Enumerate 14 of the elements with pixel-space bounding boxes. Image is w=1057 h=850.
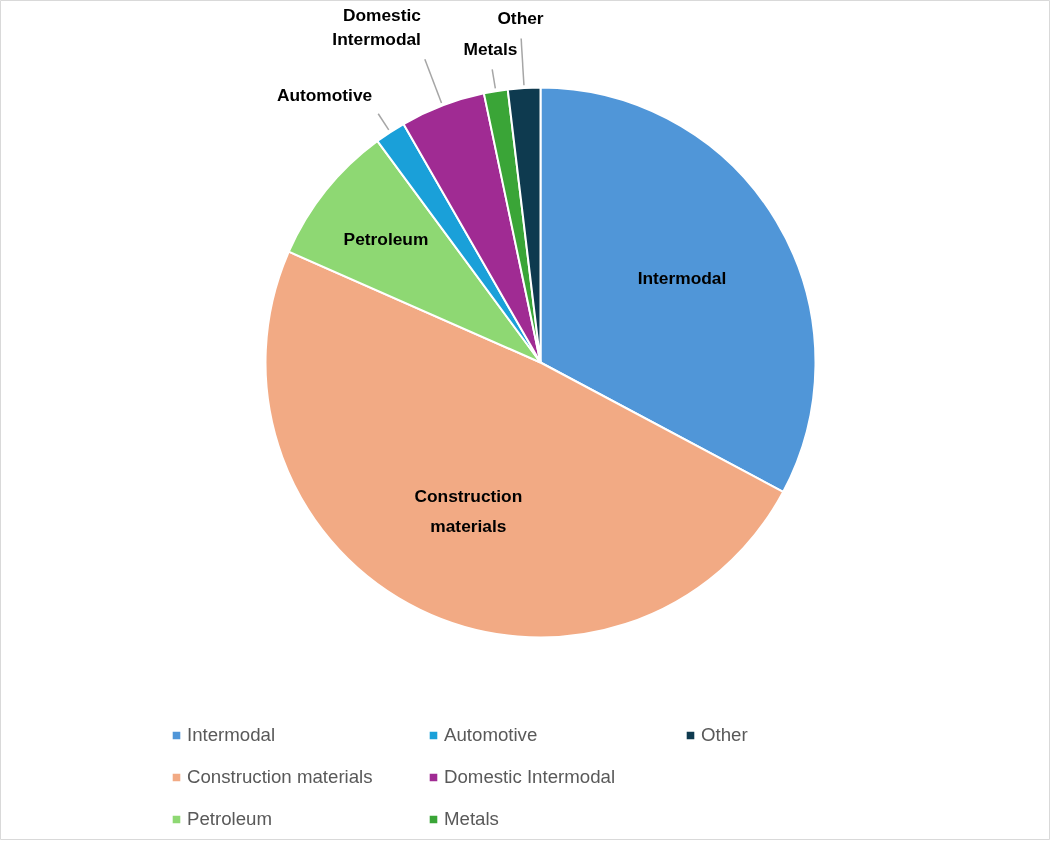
- category-label: Metals: [463, 38, 518, 59]
- slice-label: Other: [497, 7, 544, 28]
- slice-label: Domestic Intermodal: [332, 5, 422, 50]
- slice-label: Petroleum: [343, 228, 429, 249]
- slice-label: Intermodal: [637, 267, 727, 288]
- legend-label: Other: [701, 724, 749, 746]
- legend-label: Metals: [444, 808, 500, 830]
- legend-label: Construction materials: [187, 766, 374, 788]
- legend-label: Automotive: [444, 724, 539, 746]
- slice-label: Construction materials: [414, 485, 523, 536]
- slice-label: Automotive: [276, 84, 373, 105]
- legend-label: Domestic Intermodal: [444, 766, 617, 788]
- legend-label: Intermodal: [187, 724, 277, 746]
- legend-label: Petroleum: [187, 808, 274, 830]
